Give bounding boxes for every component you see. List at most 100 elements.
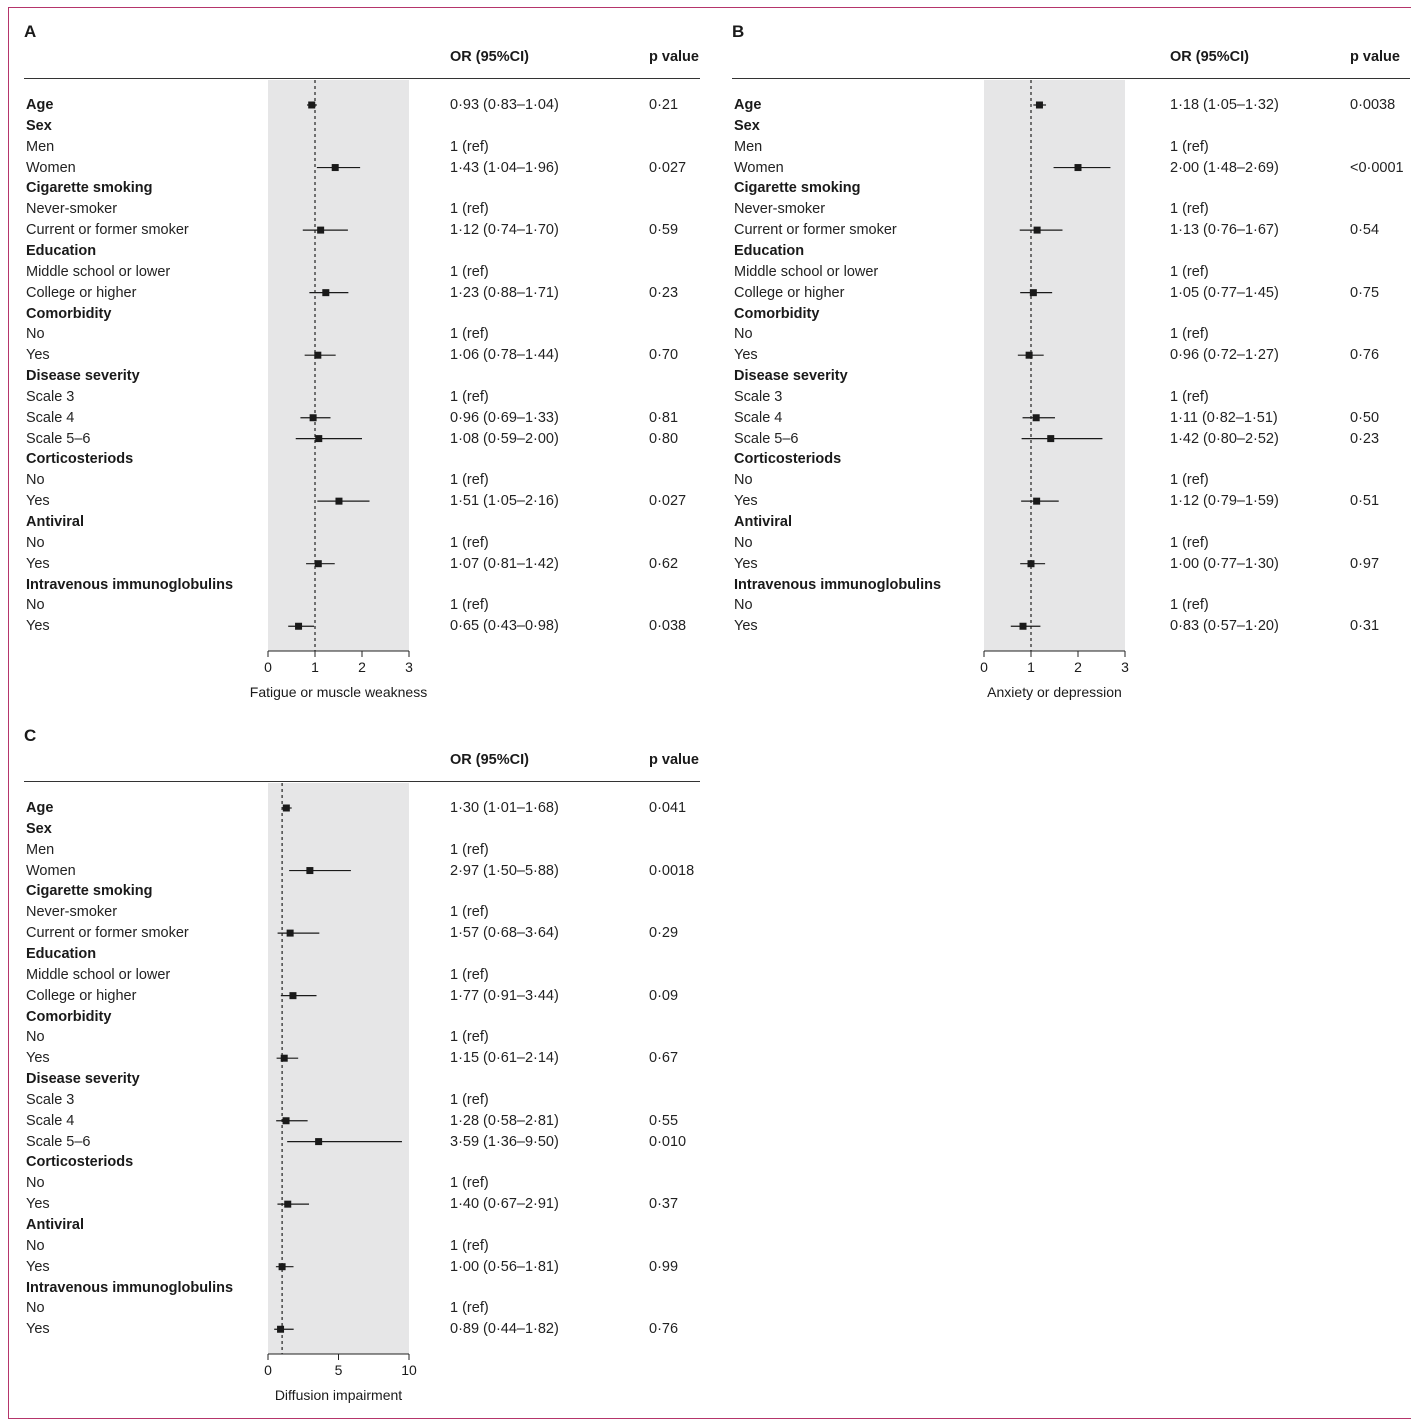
- p-value-text: 0·37: [649, 1196, 679, 1213]
- odds-ratio-text: 0·96 (0·69–1·33): [450, 409, 559, 426]
- variable-level-label: College or higher: [734, 284, 845, 301]
- x-tick-label: 1: [311, 659, 319, 675]
- p-value-text: 0·70: [649, 347, 679, 364]
- plot-shading: [268, 80, 409, 651]
- odds-ratio-text: 1 (ref): [1170, 138, 1209, 155]
- odds-ratio-text: 1·43 (1·04–1·96): [450, 159, 559, 176]
- p-value-text: 0·99: [649, 1258, 679, 1275]
- variable-level-label: Scale 4: [734, 409, 783, 426]
- variable-level-label: No: [26, 1175, 45, 1192]
- p-value-text: <0·0001: [1350, 159, 1404, 176]
- variable-level-label: No: [734, 534, 753, 551]
- variable-level-label: Women: [26, 862, 76, 879]
- header-rule: [24, 78, 700, 79]
- plot-shading: [984, 80, 1125, 651]
- odds-ratio-text: 1·11 (0·82–1·51): [1170, 409, 1278, 426]
- odds-ratio-text: 1 (ref): [1170, 326, 1209, 343]
- variable-level-label: No: [734, 326, 753, 343]
- odds-ratio-text: 1 (ref): [450, 388, 489, 405]
- variable-level-label: Scale 5–6: [734, 430, 799, 447]
- odds-ratio-point: [1027, 560, 1035, 568]
- forest-plot-area: [267, 80, 410, 657]
- odds-ratio-point: [289, 992, 297, 1000]
- variable-level-label: Scale 5–6: [26, 430, 91, 447]
- variable-level-label: Scale 4: [26, 1112, 75, 1129]
- variable-group-label: Sex: [734, 117, 760, 134]
- odds-ratio-text: 1 (ref): [1170, 263, 1209, 280]
- variable-level-label: Scale 3: [26, 388, 75, 405]
- variable-group-label: Age: [734, 97, 762, 113]
- odds-ratio-point: [1025, 351, 1033, 359]
- p-value-text: 0·0038: [1350, 97, 1396, 113]
- odds-ratio-text: 1·15 (0·61–2·14): [450, 1050, 559, 1067]
- variable-group-label: Comorbidity: [26, 1008, 112, 1025]
- variable-level-label: Current or former smoker: [26, 222, 189, 239]
- odds-ratio-text: 1·12 (0·74–1·70): [450, 222, 559, 239]
- variable-level-label: No: [26, 326, 45, 343]
- odds-ratio-text: 1 (ref): [450, 534, 489, 551]
- p-value-text: 0·51: [1350, 493, 1380, 510]
- odds-ratio-text: 3·59 (1·36–9·50): [450, 1133, 559, 1150]
- variable-group-label: Corticosteriods: [734, 451, 842, 468]
- or-column-header: OR (95%CI): [1170, 49, 1249, 65]
- variable-level-label: Men: [26, 841, 55, 858]
- variable-level-label: Yes: [26, 555, 50, 572]
- p-value-text: 0·21: [649, 97, 679, 113]
- p-value-text: 0·75: [1350, 284, 1380, 301]
- figure-frame: [8, 7, 1411, 1419]
- odds-ratio-point: [1074, 164, 1082, 172]
- variable-level-label: Yes: [734, 618, 758, 635]
- p-value-text: 0·027: [649, 493, 687, 510]
- variable-level-label: No: [26, 1029, 45, 1046]
- variable-group-label: Cigarette smoking: [26, 180, 153, 197]
- odds-ratio-text: 1·13 (0·76–1·67): [1170, 222, 1279, 239]
- odds-ratio-point: [1019, 622, 1027, 630]
- variable-group-label: Antiviral: [26, 1217, 85, 1233]
- odds-ratio-point: [331, 164, 339, 172]
- p-value-text: 0·97: [1350, 555, 1380, 572]
- odds-ratio-text: 1 (ref): [1170, 472, 1209, 489]
- variable-level-label: Middle school or lower: [26, 263, 171, 280]
- variable-level-label: Never-smoker: [734, 201, 826, 218]
- odds-ratio-text: 1·05 (0·77–1·45): [1170, 284, 1279, 301]
- odds-ratio-point: [314, 351, 322, 359]
- odds-ratio-point: [1032, 414, 1040, 422]
- variable-level-label: Yes: [26, 1050, 50, 1067]
- plot-shading: [268, 783, 409, 1354]
- p-value-text: 0·29: [649, 925, 679, 942]
- x-tick-label: 3: [405, 659, 413, 675]
- odds-ratio-text: 1 (ref): [450, 841, 489, 858]
- odds-ratio-point: [315, 1138, 323, 1146]
- variable-level-label: Women: [26, 159, 76, 176]
- odds-ratio-text: 1 (ref): [450, 1237, 489, 1254]
- odds-ratio-text: 1 (ref): [450, 1091, 489, 1108]
- odds-ratio-point: [306, 867, 314, 875]
- header-rule: [24, 781, 700, 782]
- odds-ratio-point: [314, 560, 322, 568]
- p-value-text: 0·0018: [649, 862, 695, 879]
- odds-ratio-point: [282, 804, 290, 812]
- variable-level-label: Yes: [26, 493, 50, 510]
- odds-ratio-text: 1·40 (0·67–2·91): [450, 1196, 559, 1213]
- odds-ratio-text: 1 (ref): [450, 201, 489, 218]
- variable-level-label: Current or former smoker: [734, 222, 897, 239]
- variable-level-label: Middle school or lower: [26, 966, 171, 983]
- odds-ratio-text: 1 (ref): [450, 263, 489, 280]
- odds-ratio-text: 1·23 (0·88–1·71): [450, 284, 559, 301]
- odds-ratio-point: [295, 622, 303, 630]
- odds-ratio-point: [1033, 226, 1041, 234]
- odds-ratio-text: 1·08 (0·59–2·00): [450, 430, 559, 447]
- p-value-text: 0·59: [649, 222, 679, 239]
- variable-group-label: Age: [26, 800, 54, 816]
- odds-ratio-text: 1 (ref): [1170, 534, 1209, 551]
- variable-group-label: Intravenous immunoglobulins: [734, 576, 942, 593]
- variable-level-label: Yes: [26, 347, 50, 364]
- odds-ratio-text: 1·18 (1·05–1·32): [1170, 97, 1279, 113]
- p-value-column-header: p value: [1350, 49, 1400, 65]
- p-value-text: 0·55: [649, 1112, 679, 1129]
- odds-ratio-text: 1 (ref): [450, 1300, 489, 1317]
- odds-ratio-point: [309, 414, 317, 422]
- variable-group-label: Education: [26, 945, 97, 962]
- variable-group-label: Corticosteriods: [26, 451, 134, 468]
- panel-letter: C: [24, 726, 37, 745]
